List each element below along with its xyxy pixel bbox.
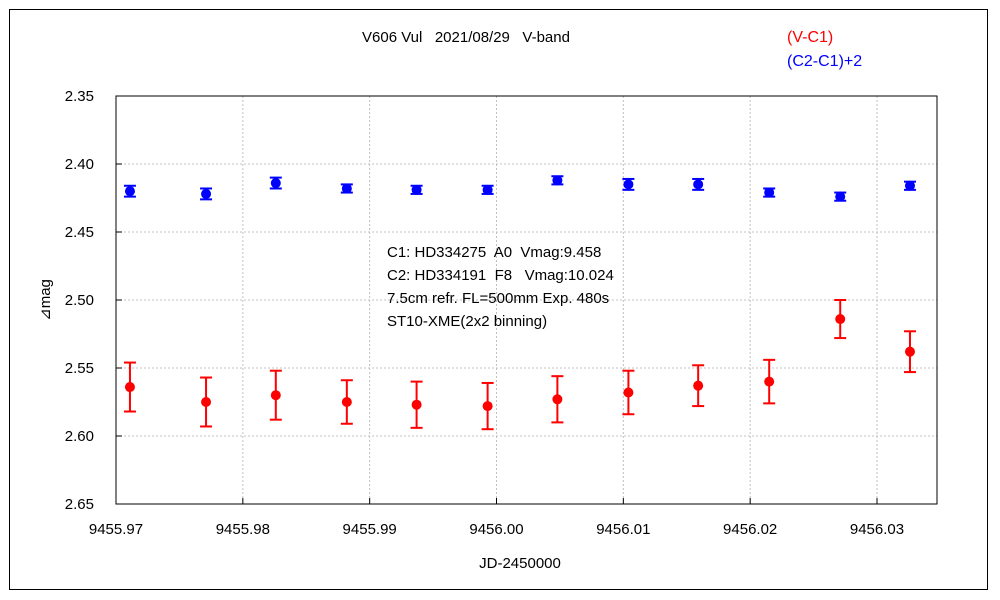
grid-lines xyxy=(116,96,937,504)
data-point xyxy=(904,180,915,191)
y-tick-label: 2.65 xyxy=(65,496,94,513)
data-point xyxy=(270,178,281,189)
y-tick-label: 2.55 xyxy=(65,360,94,377)
x-tick-label: 9456.01 xyxy=(596,521,650,538)
data-series xyxy=(123,175,916,431)
legend-entry-v-c1: (V-C1) xyxy=(787,29,833,46)
data-point xyxy=(764,376,775,387)
data-point xyxy=(341,397,352,407)
chart-title: V606 Vul 2021/08/29 V-band xyxy=(362,29,570,46)
data-point xyxy=(482,401,493,412)
data-point xyxy=(693,380,704,391)
data-point xyxy=(552,394,563,405)
x-tick-label: 9456.02 xyxy=(723,521,777,538)
y-tick-label: 2.45 xyxy=(65,224,94,241)
data-point xyxy=(623,179,634,190)
x-tick-label: 9456.00 xyxy=(469,521,523,538)
y-tick-label: 2.50 xyxy=(65,292,94,309)
data-point xyxy=(623,387,634,398)
data-point xyxy=(835,191,846,202)
series-0 xyxy=(123,299,916,431)
x-axis-label: JD-2450000 xyxy=(479,555,561,572)
data-point xyxy=(482,184,493,195)
legend-entry-c2-c1-plus-2: (C2-C1)+2 xyxy=(787,53,862,70)
x-tick-label: 9455.97 xyxy=(89,521,143,538)
annotation-camera: ST10-XME(2x2 binning) xyxy=(387,313,547,330)
data-point xyxy=(341,183,352,194)
data-point xyxy=(201,397,212,407)
data-point xyxy=(552,175,563,186)
x-tick-label: 9455.98 xyxy=(216,521,270,538)
y-axis-label: ⊿mag xyxy=(37,279,54,321)
series-1 xyxy=(123,175,916,202)
annotation-c1: C1: HD334275 A0 Vmag:9.458 xyxy=(387,244,601,261)
data-point xyxy=(904,346,915,357)
y-tick-label: 2.35 xyxy=(65,88,94,105)
x-tick-label: 9455.99 xyxy=(343,521,397,538)
data-point xyxy=(270,390,281,401)
data-point xyxy=(124,382,135,393)
data-point xyxy=(124,186,135,197)
y-tick-label: 2.40 xyxy=(65,156,94,173)
y-tick-label: 2.60 xyxy=(65,428,94,445)
axis-ticks: 9455.97 9455.98 9455.99 9456.00 9456.01 9456.… xyxy=(65,88,904,538)
data-point xyxy=(411,399,422,410)
annotation-telescope: 7.5cm refr. FL=500mm Exp. 480s xyxy=(387,290,609,307)
data-point xyxy=(411,184,422,195)
x-tick-label: 9456.03 xyxy=(850,521,904,538)
data-point xyxy=(693,179,704,190)
annotation-c2: C2: HD334191 F8 Vmag:10.024 xyxy=(387,267,614,284)
data-point xyxy=(764,187,775,198)
data-point xyxy=(835,314,846,325)
data-point xyxy=(201,188,212,199)
